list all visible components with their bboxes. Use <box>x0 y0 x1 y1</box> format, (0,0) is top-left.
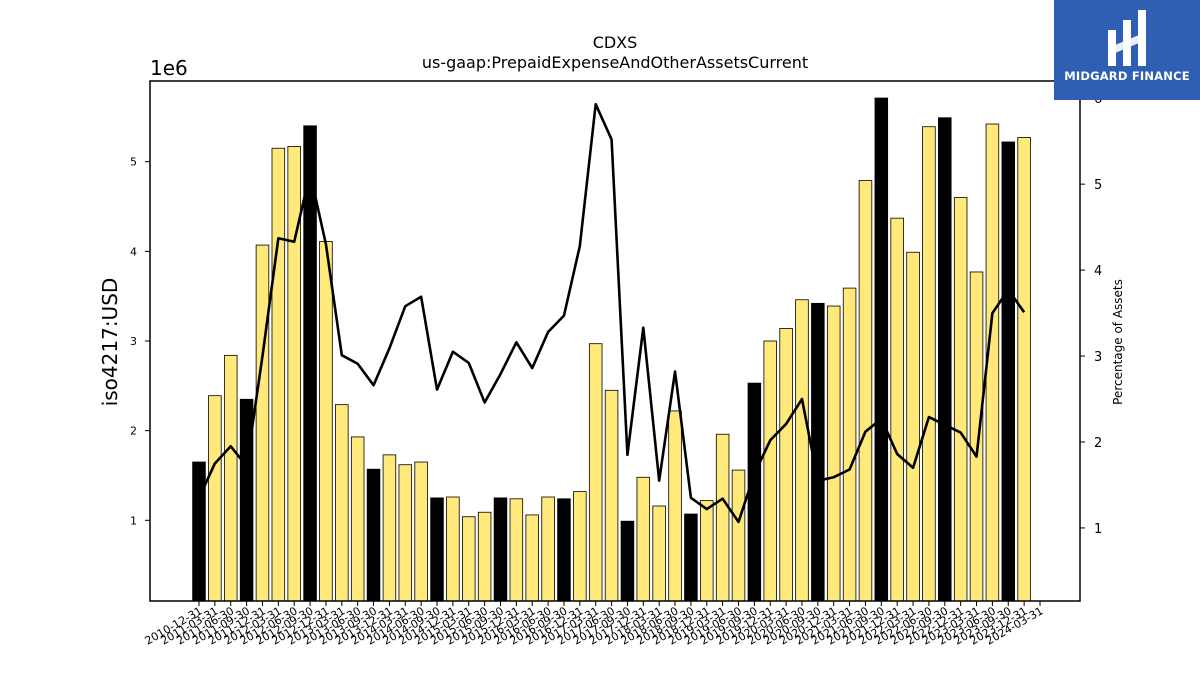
bar <box>287 146 301 602</box>
bar <box>335 404 349 602</box>
bar <box>747 382 762 602</box>
bar <box>826 305 841 602</box>
y-axis-label: iso4217:USD <box>98 278 122 407</box>
y-tick-label: 2 <box>130 425 137 438</box>
bar <box>731 469 746 602</box>
bar <box>477 511 492 602</box>
bar <box>271 147 286 602</box>
bar <box>223 354 238 602</box>
bar <box>652 505 666 602</box>
bar <box>588 343 603 602</box>
bar <box>668 410 682 602</box>
chart-title: CDXS <box>593 33 638 52</box>
bar-series <box>192 97 1031 602</box>
bar <box>255 244 270 602</box>
bar <box>414 461 428 602</box>
y2-tick-label: 4 <box>1094 264 1102 279</box>
logo-mark-icon <box>1108 10 1146 66</box>
y-axis-multiplier: 1e6 <box>150 56 188 80</box>
bar <box>192 461 206 602</box>
percentage-line-series <box>197 102 1026 524</box>
bar <box>938 117 952 602</box>
y2-axis-label: Percentage of Assets <box>1111 279 1125 405</box>
bar <box>874 97 889 602</box>
bar <box>208 395 222 602</box>
midgard-finance-logo: MIDGARD FINANCE <box>1054 0 1200 100</box>
bar <box>763 340 777 602</box>
bar <box>541 496 555 602</box>
bar <box>398 464 413 602</box>
bar <box>557 498 571 602</box>
bar <box>350 436 365 602</box>
bar <box>842 287 857 602</box>
bar <box>953 197 968 602</box>
bar <box>969 271 984 602</box>
bar <box>906 251 920 602</box>
bar <box>1017 137 1031 602</box>
bar <box>509 498 524 602</box>
y-tick-label: 3 <box>130 335 137 348</box>
bar <box>620 520 635 602</box>
bar <box>493 497 508 602</box>
bar <box>922 126 936 602</box>
axes: 123451234562010-12-312011-03-312011-06-3… <box>130 80 1102 648</box>
bar <box>525 514 539 602</box>
bar <box>779 328 793 602</box>
y2-tick-label: 5 <box>1094 178 1102 193</box>
percentage-line <box>197 102 1026 524</box>
logo-text: MIDGARD FINANCE <box>1064 69 1190 83</box>
y2-tick-label: 3 <box>1094 350 1102 365</box>
bar <box>700 500 714 602</box>
bar <box>382 454 397 602</box>
y2-tick-label: 1 <box>1094 522 1102 537</box>
bar <box>604 389 619 602</box>
y-tick-label: 5 <box>130 156 137 169</box>
bar <box>462 516 476 602</box>
chart-subtitle: us-gaap:PrepaidExpenseAndOtherAssetsCurr… <box>422 53 808 72</box>
bar <box>858 180 873 602</box>
y-tick-label: 4 <box>130 245 137 258</box>
bar <box>795 299 809 602</box>
bar <box>636 476 651 602</box>
y-tick-label: 1 <box>130 514 137 527</box>
bar <box>446 496 460 602</box>
bar <box>573 491 587 602</box>
bar <box>1001 141 1016 602</box>
bar <box>430 497 444 602</box>
y2-tick-label: 2 <box>1094 436 1102 451</box>
bar <box>366 468 381 602</box>
bar <box>319 241 333 602</box>
bar <box>890 217 904 602</box>
bar <box>684 513 698 602</box>
bar <box>715 433 730 602</box>
